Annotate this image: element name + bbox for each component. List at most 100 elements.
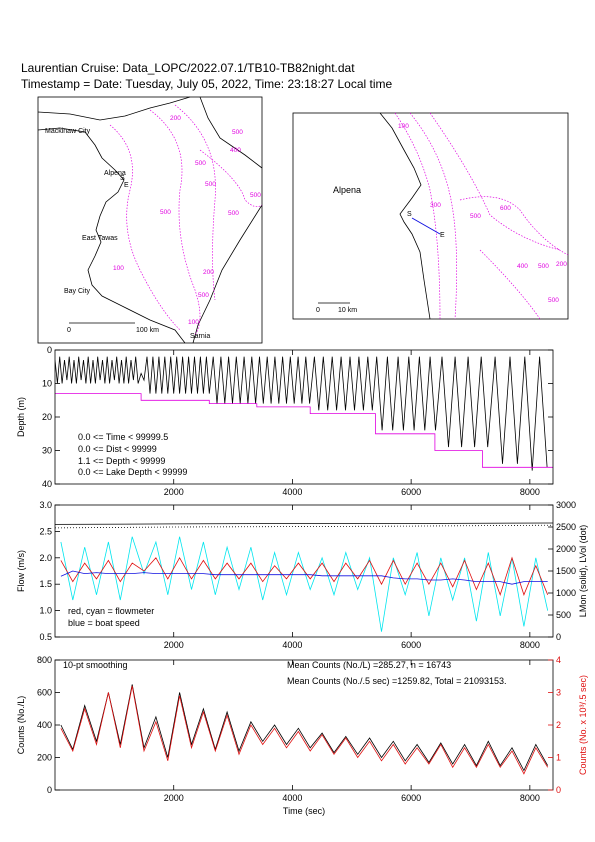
y2-tick-label: 4 [556,655,561,665]
chart-panel: 2000 4000 6000 8000 0.5 1.0 1.5 2.0 2.5 3.0 0 500 10… [16,500,588,650]
map-label: 10 km [338,307,357,314]
contour-label: 200 [556,261,567,268]
y-tick-label: 400 [37,720,52,730]
contour-label: 200 [203,269,214,276]
depth-contour [394,112,569,320]
y-tick-label: 1.5 [39,579,52,589]
contour-label: 500 [232,129,243,136]
contour-label: 500 [538,263,549,270]
x-tick-label: 6000 [401,640,421,650]
map-frame [292,112,569,320]
y2-axis-label: LMon (solid), LVol (dot) [578,525,588,617]
coastline [37,96,263,344]
x-tick-label: 4000 [282,793,302,803]
contour-label: 600 [500,205,511,212]
y2-tick-label: 0 [556,632,561,642]
map-label: Sarnia [190,333,210,340]
y2-tick-label: 0 [556,785,561,795]
y2-tick-label: 2 [556,720,561,730]
y-tick-label: 200 [37,753,52,763]
contour-label: 500 [250,192,261,199]
x-tick-label: 6000 [401,487,421,497]
x-tick-label: 8000 [520,793,540,803]
x-tick-label: 8000 [520,640,540,650]
y-tick-label: 600 [37,688,52,698]
y-tick-label: 1.0 [39,606,52,616]
annotation: 0.0 <= Dist < 99999 [78,444,157,454]
y-tick-label: 40 [42,479,52,489]
annotation: 0.0 <= Lake Depth < 99999 [78,467,187,477]
map-label: Bay City [64,288,91,295]
y2-tick-label: 3 [556,688,561,698]
contour-label: 500 [198,292,209,299]
data-line [55,524,553,529]
contour-label: 300 [430,202,441,209]
contour-label: 400 [517,263,528,270]
annotation: Mean Counts (No./L) =285.27, n = 16743 [287,660,451,670]
annotation: red, cyan = flowmeter [68,606,154,616]
map-label: East Tawas [82,235,118,242]
y2-axis-label: Counts (No. x 10³/.5 sec) [578,675,588,775]
transect [411,217,441,235]
y-tick-label: 20 [42,412,52,422]
annotation: 1.1 <= Depth < 99999 [78,456,165,466]
y2-tick-label: 2000 [556,544,576,554]
coastline [379,112,431,320]
x-axis-label: Time (sec) [283,806,325,816]
map-label: Alpena [104,170,126,177]
y2-tick-label: 1500 [556,566,576,576]
depth-contour [109,104,263,336]
x-tick-label: 6000 [401,793,421,803]
data-line [60,570,548,585]
x-tick-label: 2000 [164,640,184,650]
map-zoom: Alpena S E 0 10 km 100 300 500 600 400 5… [292,112,569,320]
map-label: Mackinaw City [45,128,91,135]
x-tick-label: 4000 [282,640,302,650]
chart-panel: 2000 4000 6000 8000020040060080001234Counts… [16,655,588,816]
y-tick-label: 30 [42,446,52,456]
map-label: S [407,211,412,218]
y-axis-label: Flow (m/s) [16,550,26,592]
contour-label: 200 [170,115,181,122]
annotation: 0.0 <= Time < 99999.5 [78,432,168,442]
y-tick-label: 2.5 [39,526,52,536]
contour-label: 500 [205,181,216,188]
y2-tick-label: 1 [556,753,561,763]
contour-label: 100 [398,123,409,130]
y-tick-label: 800 [37,655,52,665]
map-label: E [124,182,129,189]
map-large: Mackinaw City Alpena S E East Tawas Bay … [37,96,263,344]
x-tick-label: 8000 [520,487,540,497]
y-tick-label: 0 [47,785,52,795]
annotation: 10-pt smoothing [63,660,128,670]
y2-tick-label: 1000 [556,588,576,598]
annotation: blue = boat speed [68,618,140,628]
contour-label: 100 [113,265,124,272]
map-label: E [440,232,445,239]
data-line [55,393,553,468]
contour-label: 500 [160,209,171,216]
data-line [60,556,549,597]
map-label: Alpena [333,185,361,195]
x-tick-label: 2000 [164,487,184,497]
map-label: 0 [67,327,71,334]
contour-label: 500 [470,213,481,220]
chart-panel: 2000 4000 6000 8000 0 10 20 30 40 Depth (m) 0.0 <=… [16,345,554,497]
y-axis-label: Depth (m) [16,397,26,437]
map-label: 0 [316,307,320,314]
contour-label: 100 [188,319,199,326]
x-tick-label: 4000 [282,487,302,497]
timestamp: Timestamp = Date: Tuesday, July 05, 2022… [21,77,393,91]
y-tick-label: 10 [42,379,52,389]
data-line [60,685,549,775]
map-label: 100 km [136,327,159,334]
contour-label: 400 [230,147,241,154]
x-tick-label: 2000 [164,793,184,803]
annotation: Mean Counts (No./.5 sec) =1259.82, Total… [287,676,506,686]
map-label: S [120,175,125,182]
y2-tick-label: 3000 [556,500,576,510]
y2-tick-label: 500 [556,610,571,620]
y-tick-label: 2.0 [39,553,52,563]
